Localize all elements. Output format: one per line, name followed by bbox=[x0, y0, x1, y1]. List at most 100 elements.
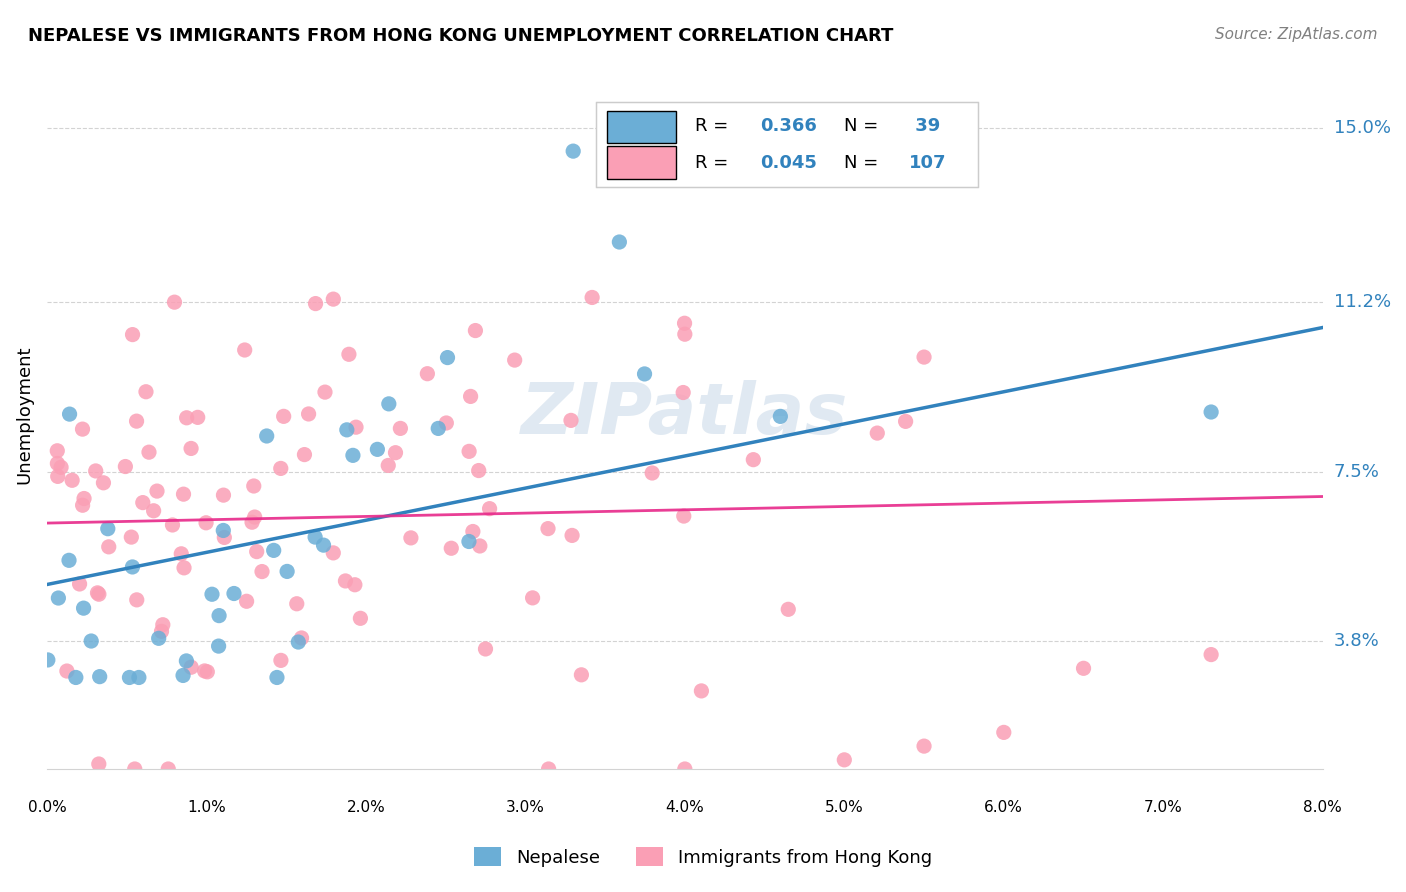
Immigrants from Hong Kong bbox=[121, 327, 143, 342]
Immigrants from Hong Kong bbox=[464, 324, 486, 338]
Immigrants from Hong Kong bbox=[240, 515, 263, 529]
Nepalese bbox=[1199, 405, 1222, 419]
Immigrants from Hong Kong bbox=[581, 290, 603, 304]
Immigrants from Hong Kong bbox=[672, 509, 695, 524]
Immigrants from Hong Kong bbox=[180, 442, 202, 456]
Immigrants from Hong Kong bbox=[561, 528, 583, 542]
Immigrants from Hong Kong bbox=[243, 510, 266, 524]
Immigrants from Hong Kong bbox=[349, 611, 371, 625]
Immigrants from Hong Kong bbox=[1199, 648, 1222, 662]
Immigrants from Hong Kong bbox=[742, 452, 765, 467]
Immigrants from Hong Kong bbox=[125, 414, 148, 428]
Immigrants from Hong Kong bbox=[458, 444, 481, 458]
Immigrants from Hong Kong bbox=[142, 504, 165, 518]
Immigrants from Hong Kong bbox=[304, 296, 326, 310]
Nepalese bbox=[58, 553, 80, 567]
Nepalese bbox=[208, 608, 231, 623]
Text: 7.0%: 7.0% bbox=[1144, 799, 1182, 814]
Immigrants from Hong Kong bbox=[56, 664, 79, 678]
Nepalese bbox=[427, 421, 450, 435]
Text: NEPALESE VS IMMIGRANTS FROM HONG KONG UNEMPLOYMENT CORRELATION CHART: NEPALESE VS IMMIGRANTS FROM HONG KONG UN… bbox=[28, 27, 893, 45]
Nepalese bbox=[121, 560, 143, 574]
Immigrants from Hong Kong bbox=[195, 665, 218, 679]
Nepalese bbox=[65, 670, 87, 684]
Immigrants from Hong Kong bbox=[571, 668, 593, 682]
Immigrants from Hong Kong bbox=[297, 407, 319, 421]
Nepalese bbox=[276, 565, 298, 579]
Immigrants from Hong Kong bbox=[87, 587, 110, 601]
Immigrants from Hong Kong bbox=[72, 498, 94, 512]
Immigrants from Hong Kong bbox=[993, 725, 1015, 739]
Immigrants from Hong Kong bbox=[69, 577, 91, 591]
Nepalese bbox=[148, 632, 170, 646]
Immigrants from Hong Kong bbox=[389, 421, 412, 435]
Nepalese bbox=[436, 351, 458, 365]
Immigrants from Hong Kong bbox=[384, 446, 406, 460]
Immigrants from Hong Kong bbox=[672, 385, 695, 400]
Immigrants from Hong Kong bbox=[150, 624, 173, 639]
Immigrants from Hong Kong bbox=[460, 389, 482, 403]
Immigrants from Hong Kong bbox=[46, 443, 69, 458]
Text: Source: ZipAtlas.com: Source: ZipAtlas.com bbox=[1215, 27, 1378, 42]
Immigrants from Hong Kong bbox=[235, 594, 257, 608]
Nepalese bbox=[458, 534, 481, 549]
Immigrants from Hong Kong bbox=[97, 540, 120, 554]
Immigrants from Hong Kong bbox=[84, 464, 107, 478]
Immigrants from Hong Kong bbox=[560, 413, 582, 427]
Legend: Nepalese, Immigrants from Hong Kong: Nepalese, Immigrants from Hong Kong bbox=[467, 840, 939, 874]
Nepalese bbox=[256, 429, 278, 443]
Nepalese bbox=[266, 670, 288, 684]
Immigrants from Hong Kong bbox=[778, 602, 800, 616]
Immigrants from Hong Kong bbox=[377, 458, 399, 473]
Immigrants from Hong Kong bbox=[214, 531, 236, 545]
Immigrants from Hong Kong bbox=[522, 591, 544, 605]
Immigrants from Hong Kong bbox=[176, 410, 198, 425]
Immigrants from Hong Kong bbox=[250, 565, 273, 579]
Nepalese bbox=[212, 524, 235, 538]
Immigrants from Hong Kong bbox=[461, 524, 484, 539]
Immigrants from Hong Kong bbox=[673, 316, 696, 330]
Immigrants from Hong Kong bbox=[440, 541, 463, 556]
Immigrants from Hong Kong bbox=[294, 448, 316, 462]
Immigrants from Hong Kong bbox=[322, 546, 344, 560]
Nepalese bbox=[207, 639, 229, 653]
Nepalese bbox=[80, 634, 103, 648]
Immigrants from Hong Kong bbox=[399, 531, 422, 545]
Immigrants from Hong Kong bbox=[46, 457, 69, 471]
Immigrants from Hong Kong bbox=[46, 469, 69, 483]
Immigrants from Hong Kong bbox=[138, 445, 160, 459]
Immigrants from Hong Kong bbox=[270, 461, 292, 475]
Immigrants from Hong Kong bbox=[180, 660, 202, 674]
Immigrants from Hong Kong bbox=[467, 464, 489, 478]
Immigrants from Hong Kong bbox=[468, 539, 491, 553]
Immigrants from Hong Kong bbox=[314, 385, 336, 400]
Immigrants from Hong Kong bbox=[474, 642, 496, 657]
Text: 2.0%: 2.0% bbox=[346, 799, 385, 814]
Immigrants from Hong Kong bbox=[173, 487, 195, 501]
Immigrants from Hong Kong bbox=[146, 484, 169, 499]
Immigrants from Hong Kong bbox=[1073, 661, 1095, 675]
Text: 0.0%: 0.0% bbox=[28, 799, 66, 814]
Immigrants from Hong Kong bbox=[285, 597, 308, 611]
Nepalese bbox=[172, 668, 194, 682]
Text: 1.0%: 1.0% bbox=[187, 799, 226, 814]
Immigrants from Hong Kong bbox=[87, 756, 110, 771]
Immigrants from Hong Kong bbox=[503, 353, 526, 368]
Immigrants from Hong Kong bbox=[270, 653, 292, 667]
Y-axis label: Unemployment: Unemployment bbox=[15, 345, 32, 483]
Immigrants from Hong Kong bbox=[537, 522, 560, 536]
Immigrants from Hong Kong bbox=[242, 479, 264, 493]
Text: 3.0%: 3.0% bbox=[506, 799, 544, 814]
Immigrants from Hong Kong bbox=[114, 459, 136, 474]
Nepalese bbox=[633, 367, 655, 381]
Nepalese bbox=[312, 538, 335, 552]
Nepalese bbox=[263, 543, 285, 558]
Immigrants from Hong Kong bbox=[49, 460, 72, 475]
Immigrants from Hong Kong bbox=[212, 488, 235, 502]
Immigrants from Hong Kong bbox=[163, 295, 186, 310]
Nepalese bbox=[72, 601, 94, 615]
Immigrants from Hong Kong bbox=[60, 473, 83, 487]
Nepalese bbox=[48, 591, 70, 605]
Nepalese bbox=[97, 522, 120, 536]
Immigrants from Hong Kong bbox=[125, 592, 148, 607]
